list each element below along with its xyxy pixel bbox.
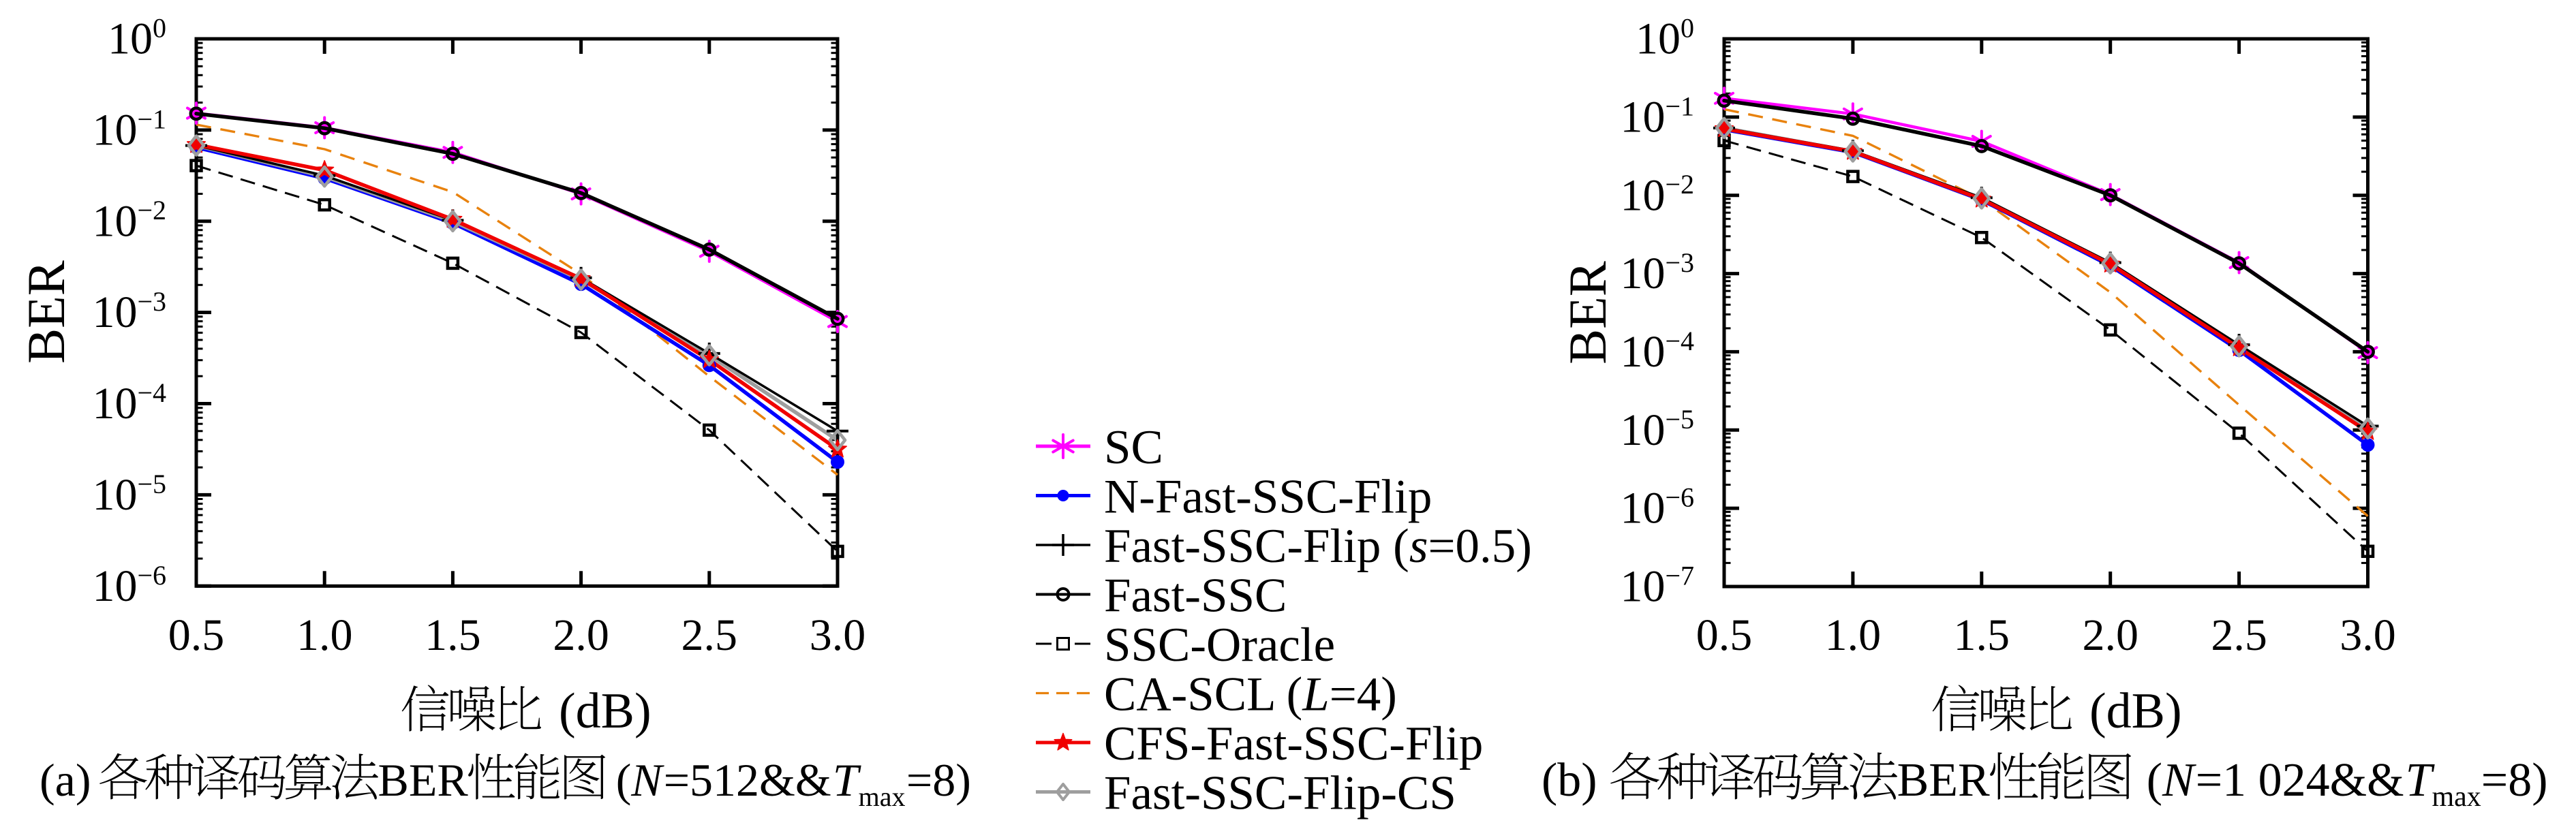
svg-text:10−4: 10−4 — [92, 377, 166, 428]
svg-text:0.5: 0.5 — [1696, 610, 1753, 660]
svg-text:=1 024&&: =1 024&& — [2196, 754, 2404, 807]
svg-text:=8): =8) — [906, 754, 971, 806]
svg-text:10−6: 10−6 — [92, 560, 166, 611]
svg-text:1.5: 1.5 — [1954, 610, 2010, 660]
svg-text:SSC-Oracle: SSC-Oracle — [1104, 619, 1335, 672]
svg-text:=8): =8) — [2481, 754, 2548, 807]
svg-text:SC: SC — [1104, 421, 1163, 474]
svg-text:N: N — [2162, 754, 2196, 807]
svg-text:3.0: 3.0 — [810, 610, 866, 660]
svg-text:10−3: 10−3 — [92, 286, 166, 337]
svg-text:max: max — [2432, 781, 2481, 813]
svg-text:(: ( — [2147, 754, 2162, 807]
svg-text:N-Fast-SSC-Flip: N-Fast-SSC-Flip — [1104, 470, 1432, 523]
svg-text:2.5: 2.5 — [681, 610, 738, 660]
svg-text:BER: BER — [1897, 754, 1990, 807]
svg-text:T: T — [833, 754, 861, 806]
svg-text:BER: BER — [378, 754, 469, 806]
svg-text:=512&&: =512&& — [664, 754, 831, 806]
svg-text:CA-SCL (L=4): CA-SCL (L=4) — [1104, 668, 1397, 721]
svg-text:10−5: 10−5 — [1620, 404, 1694, 455]
svg-text:BER: BER — [16, 260, 76, 364]
svg-text:Fast-SSC-Flip (s=0.5): Fast-SSC-Flip (s=0.5) — [1104, 520, 1532, 573]
svg-text:BER: BER — [1558, 261, 1617, 364]
svg-text:2.0: 2.0 — [2082, 610, 2138, 660]
svg-text:2.0: 2.0 — [553, 610, 609, 660]
svg-text:1.0: 1.0 — [296, 610, 353, 660]
svg-text:N: N — [630, 754, 664, 806]
svg-text:3.0: 3.0 — [2340, 610, 2396, 660]
svg-text:0.5: 0.5 — [168, 610, 225, 660]
svg-text:(b): (b) — [1542, 754, 1597, 807]
svg-text:(: ( — [616, 754, 632, 806]
svg-text:T: T — [2406, 754, 2436, 807]
svg-text:CFS-Fast-SSC-Flip: CFS-Fast-SSC-Flip — [1104, 717, 1483, 770]
svg-text:2.5: 2.5 — [2211, 610, 2267, 660]
svg-text:10−5: 10−5 — [92, 469, 166, 520]
svg-text:(a): (a) — [40, 754, 91, 806]
svg-text:1.0: 1.0 — [1825, 610, 1882, 660]
svg-text:Fast-SSC-Flip-CS: Fast-SSC-Flip-CS — [1104, 766, 1456, 820]
svg-text:(dB): (dB) — [2089, 683, 2182, 739]
svg-text:Fast-SSC: Fast-SSC — [1104, 569, 1287, 622]
svg-text:(dB): (dB) — [559, 683, 651, 739]
svg-text:1.5: 1.5 — [425, 610, 481, 660]
svg-text:max: max — [859, 781, 906, 812]
